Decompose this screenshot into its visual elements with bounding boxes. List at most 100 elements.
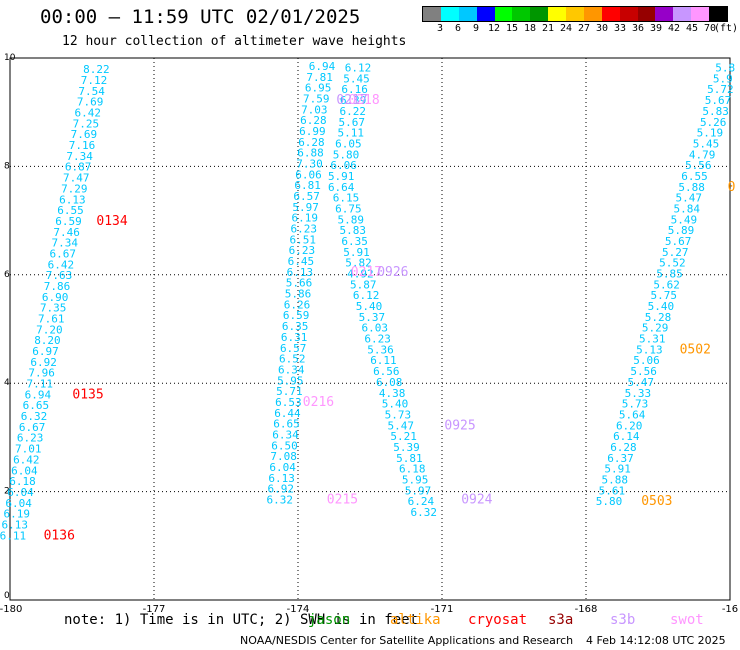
wave-height-value: 7.59 (303, 92, 330, 105)
wave-height-value: 5.47 (627, 376, 654, 389)
color-swatch (440, 7, 459, 21)
color-scale-label: 15 (505, 23, 519, 34)
pass-time-label: 0502 (680, 342, 711, 357)
legend-item-altika: altika (390, 612, 441, 628)
color-scale-label: 6 (454, 23, 462, 34)
wave-height-value: 6.81 (294, 179, 321, 192)
wave-height-value: 5.45 (343, 72, 370, 85)
wave-height-value: 6.13 (268, 472, 295, 485)
wave-height-value: 6.08 (376, 376, 403, 389)
wave-height-value: 6.65 (23, 399, 50, 412)
wave-height-value: 6.94 (25, 388, 52, 401)
color-swatch (691, 7, 709, 21)
wave-height-value: 6.14 (613, 430, 640, 443)
color-scale-label: 24 (559, 23, 573, 34)
wave-height-value: 6.32 (411, 506, 438, 519)
color-scale-label: 9 (472, 23, 480, 34)
wave-height-value: 6.32 (267, 494, 294, 507)
color-swatch (530, 7, 549, 21)
color-scale-bar (422, 6, 728, 22)
wave-height-value: 5.73 (385, 408, 412, 421)
wave-height-value: 5.95 (402, 473, 429, 486)
wave-height-value: 6.56 (373, 365, 400, 378)
wave-height-value: 6.57 (280, 342, 307, 355)
wave-height-value: 6.55 (681, 170, 708, 183)
wave-height-value: 5.80 (596, 495, 623, 508)
wave-height-value: 6.18 (399, 463, 426, 476)
wave-height-value: 6.35 (282, 320, 309, 333)
wave-height-value: 7.34 (66, 150, 93, 163)
wave-height-value: 6.04 (5, 497, 32, 510)
wave-height-value: 6.97 (32, 345, 59, 358)
wave-height-value: 6.31 (281, 331, 308, 344)
wave-height-value: 6.13 (2, 518, 29, 531)
wave-height-value: 6.24 (408, 495, 435, 508)
wave-height-value: 5.82 (345, 257, 372, 270)
footer-note: note: 1) Time is in UTC; 2) SWH is in fe… (64, 612, 419, 628)
wave-height-value: 6.59 (55, 215, 82, 228)
wave-height-value: 5.37 (359, 311, 386, 324)
y-tick-label: 10 (4, 53, 16, 63)
wave-height-value: 6.92 (30, 356, 57, 369)
wave-height-value: 6.90 (42, 291, 69, 304)
color-swatch (548, 7, 566, 21)
wave-height-value: 5.29 (642, 322, 669, 335)
wave-height-value: 6.34 (278, 363, 305, 376)
wave-height-value: 6.28 (298, 136, 325, 149)
wave-height-value: 6.03 (362, 322, 389, 335)
wave-height-value: 5.8 (715, 62, 735, 75)
color-scale-label: 70 (703, 23, 717, 34)
wave-height-value: 6.34 (272, 428, 299, 441)
color-scale-label: 42 (667, 23, 681, 34)
wave-height-value: 6.87 (65, 161, 92, 174)
wave-height-value: 6.51 (290, 233, 317, 246)
wave-height-value: 6.06 (295, 168, 322, 181)
wave-height-value: 7.63 (46, 269, 73, 282)
color-scale-label: 27 (577, 23, 591, 34)
pass-time-label: 0926 (377, 265, 408, 280)
wave-height-value: 4.38 (379, 387, 406, 400)
wave-height-value: 6.42 (13, 453, 40, 466)
wave-height-value: 5.91 (328, 170, 355, 183)
pass-time-label: 0217 (336, 93, 367, 108)
pass-time-label: 0218 (348, 93, 379, 108)
wave-height-value: 7.29 (61, 182, 88, 195)
wave-height-value: 6.28 (610, 441, 637, 454)
wave-height-value: 6.32 (21, 410, 48, 423)
wave-height-value: 5.91 (604, 463, 631, 476)
color-scale-units: (ft) (713, 23, 739, 34)
legend-item-s3a: s3a (548, 612, 574, 628)
wave-height-value: 6.23 (291, 223, 318, 236)
wave-height-value: 6.52 (279, 353, 306, 366)
wave-height-value: 6.20 (616, 419, 643, 432)
wave-height-value: 6.11 (0, 529, 26, 542)
wave-height-value: 6.53 (275, 396, 302, 409)
color-swatch (583, 7, 602, 21)
wave-height-value: 6.64 (328, 181, 355, 194)
wave-height-value: 5.86 (285, 288, 312, 301)
wave-height-value: 5.31 (639, 333, 666, 346)
color-scale-label: 30 (595, 23, 609, 34)
wave-height-value: 6.99 (299, 125, 326, 138)
legend-item-cryosat: cryosat (468, 612, 528, 628)
wave-height-value: 8.22 (83, 63, 110, 76)
wave-height-value: 5.88 (602, 473, 629, 486)
wave-height-value: 6.88 (297, 147, 324, 160)
wave-height-value: 6.11 (370, 354, 397, 367)
pass-time-label: 0216 (303, 395, 334, 410)
wave-height-value: 5.83 (702, 105, 729, 118)
legend-item-jason: jason (308, 612, 351, 628)
wave-height-value: 5.71 (276, 385, 303, 398)
wave-height-value: 7.69 (71, 128, 98, 141)
x-tick-label: -177 (143, 604, 166, 615)
wave-height-value: 5.84 (674, 202, 701, 215)
wave-height-value: 5.40 (382, 398, 409, 411)
wave-height-value: 7.30 (296, 157, 323, 170)
wave-height-value: 6.26 (284, 298, 311, 311)
wave-height-value: 5.88 (678, 181, 705, 194)
wave-height-value: 5.67 (705, 94, 732, 107)
wave-height-value: 5.33 (625, 387, 652, 400)
legend-item-swot: swot (670, 612, 704, 628)
pass-time-label: 0136 (44, 528, 75, 543)
color-swatch (512, 7, 531, 21)
